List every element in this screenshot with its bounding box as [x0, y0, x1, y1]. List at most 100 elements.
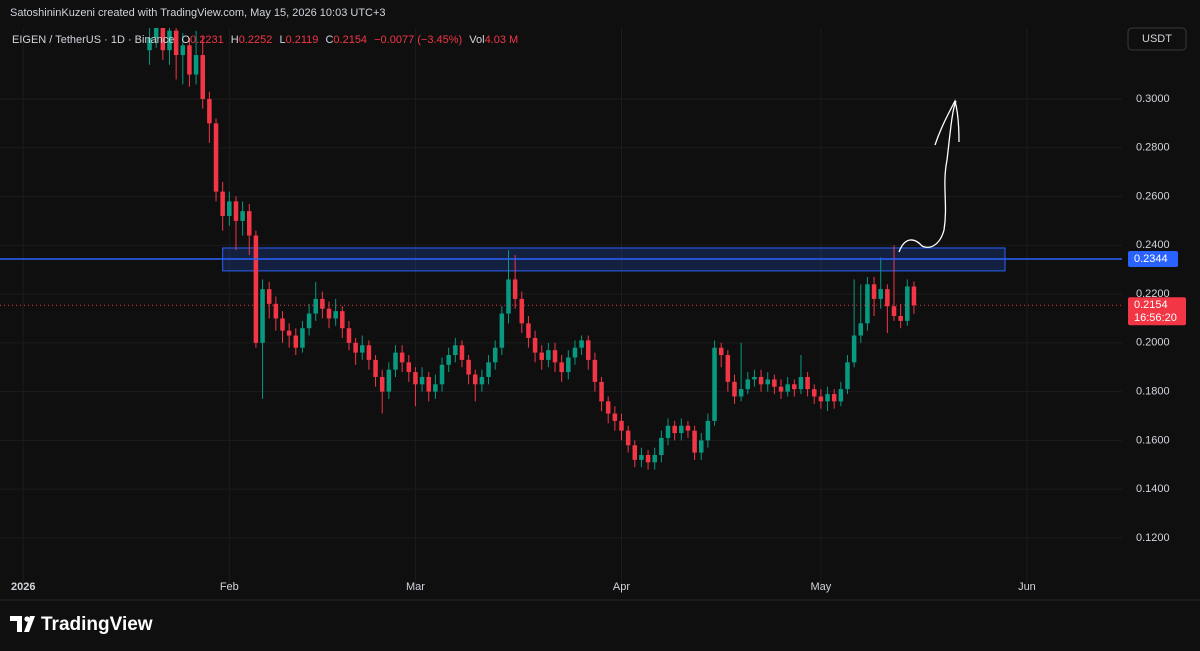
- candle-body: [273, 303, 279, 319]
- candle-body: [492, 347, 498, 363]
- candle-body: [512, 279, 518, 299]
- candle-body: [639, 455, 644, 460]
- button-frame[interactable]: [1127, 27, 1187, 51]
- candle-body: [340, 311, 345, 329]
- candle-body: [625, 430, 631, 446]
- candle-body: [180, 45, 186, 56]
- vol-value: 4.03 M: [485, 34, 519, 46]
- candle-body: [479, 376, 485, 385]
- grid: [0, 28, 1122, 585]
- candle-body: [792, 384, 797, 390]
- candle-body: [732, 381, 737, 397]
- x-tick-label: Mar: [406, 581, 425, 593]
- y-tick-label: 0.2400: [1136, 239, 1170, 251]
- y-tick-label: 0.1400: [1136, 483, 1170, 495]
- button-label[interactable]: USDT: [1142, 33, 1172, 45]
- candle-body: [433, 384, 438, 392]
- candle-body: [439, 364, 445, 385]
- x-tick-label: Feb: [220, 581, 239, 593]
- change: −0.0077 (−3.45%): [374, 34, 462, 46]
- candle-body: [406, 362, 412, 373]
- candle-body: [825, 394, 830, 402]
- c-value: 0.2154: [333, 34, 367, 46]
- candle-body: [798, 376, 804, 390]
- candle-body: [253, 235, 259, 343]
- candle-body: [679, 425, 684, 434]
- candle-body: [612, 413, 618, 421]
- candle-body: [453, 345, 458, 356]
- candle-body: [592, 359, 598, 382]
- candle-body: [313, 298, 318, 314]
- y-tick-label: 0.1200: [1136, 532, 1170, 544]
- c-label: C: [325, 34, 333, 46]
- candle-body: [266, 289, 272, 304]
- candle-body: [532, 337, 538, 353]
- candle-body: [712, 347, 717, 421]
- level-label: 0.2344: [1134, 253, 1168, 265]
- candle-body: [885, 289, 890, 307]
- candle-body: [579, 340, 584, 348]
- candle-body: [227, 201, 232, 217]
- candle-body: [293, 335, 299, 348]
- candle-body: [286, 330, 292, 336]
- brand: TradingView: [10, 614, 153, 635]
- candle-body: [240, 211, 245, 221]
- candle-body: [871, 284, 877, 299]
- brand-logo-dot: [24, 616, 30, 622]
- candle-body: [632, 445, 638, 460]
- candle-body: [213, 123, 219, 192]
- candle-body: [546, 350, 551, 360]
- l-value: 0.2119: [286, 34, 319, 46]
- candle-body: [645, 455, 651, 463]
- candle-body: [472, 374, 478, 385]
- candle-body: [446, 355, 451, 365]
- hand-drawn-arrow: [898, 99, 960, 253]
- y-tick-label: 0.1800: [1136, 386, 1170, 398]
- candle-body: [220, 191, 225, 217]
- l-label: L: [279, 34, 285, 46]
- candle-body: [379, 376, 385, 392]
- candle-body: [758, 376, 764, 385]
- candle-body: [718, 347, 724, 356]
- candle-body: [160, 28, 166, 51]
- vol-label: Vol: [469, 34, 484, 46]
- candle-body: [725, 355, 731, 382]
- y-tick-label: 0.2800: [1136, 142, 1170, 154]
- candle-body: [260, 289, 265, 343]
- candle-body: [838, 389, 844, 402]
- x-tick-label: Apr: [613, 581, 630, 593]
- legend: EIGEN / TetherUS · 1D · Binance O0.2231 …: [12, 34, 518, 46]
- candle-body: [399, 352, 405, 363]
- candle-body: [752, 376, 757, 380]
- candle-body: [911, 286, 917, 306]
- candle-body: [187, 45, 192, 75]
- credit: SatoshininKuzeni created with TradingVie…: [10, 7, 386, 19]
- candle-body: [865, 284, 870, 324]
- candle-body: [572, 347, 578, 358]
- y-tick-label: 0.1600: [1136, 434, 1170, 446]
- candle-body: [519, 298, 525, 324]
- currency-button[interactable]: USDT: [1127, 27, 1187, 51]
- h-label: H: [231, 34, 239, 46]
- candle-body: [459, 345, 465, 360]
- x-tick-label: 2026: [11, 581, 35, 593]
- candle-body: [413, 372, 418, 385]
- candle-body: [772, 379, 777, 387]
- candle-body: [891, 306, 897, 317]
- candle-body: [246, 211, 252, 236]
- symbol: EIGEN / TetherUS · 1D · Binance: [12, 34, 174, 46]
- last-price-label: 0.2154: [1134, 299, 1168, 311]
- last-price-box: [1128, 297, 1186, 326]
- candle-body: [486, 362, 491, 377]
- brand-name: TradingView: [41, 614, 153, 635]
- plot-area: [0, 28, 1122, 470]
- candle-body: [147, 37, 152, 51]
- candle-body: [705, 420, 711, 441]
- candle-body: [506, 279, 511, 314]
- x-tick-label: Jun: [1018, 581, 1036, 593]
- candle-body: [778, 386, 784, 392]
- level-label-box: [1128, 250, 1178, 267]
- candle-body: [193, 55, 199, 75]
